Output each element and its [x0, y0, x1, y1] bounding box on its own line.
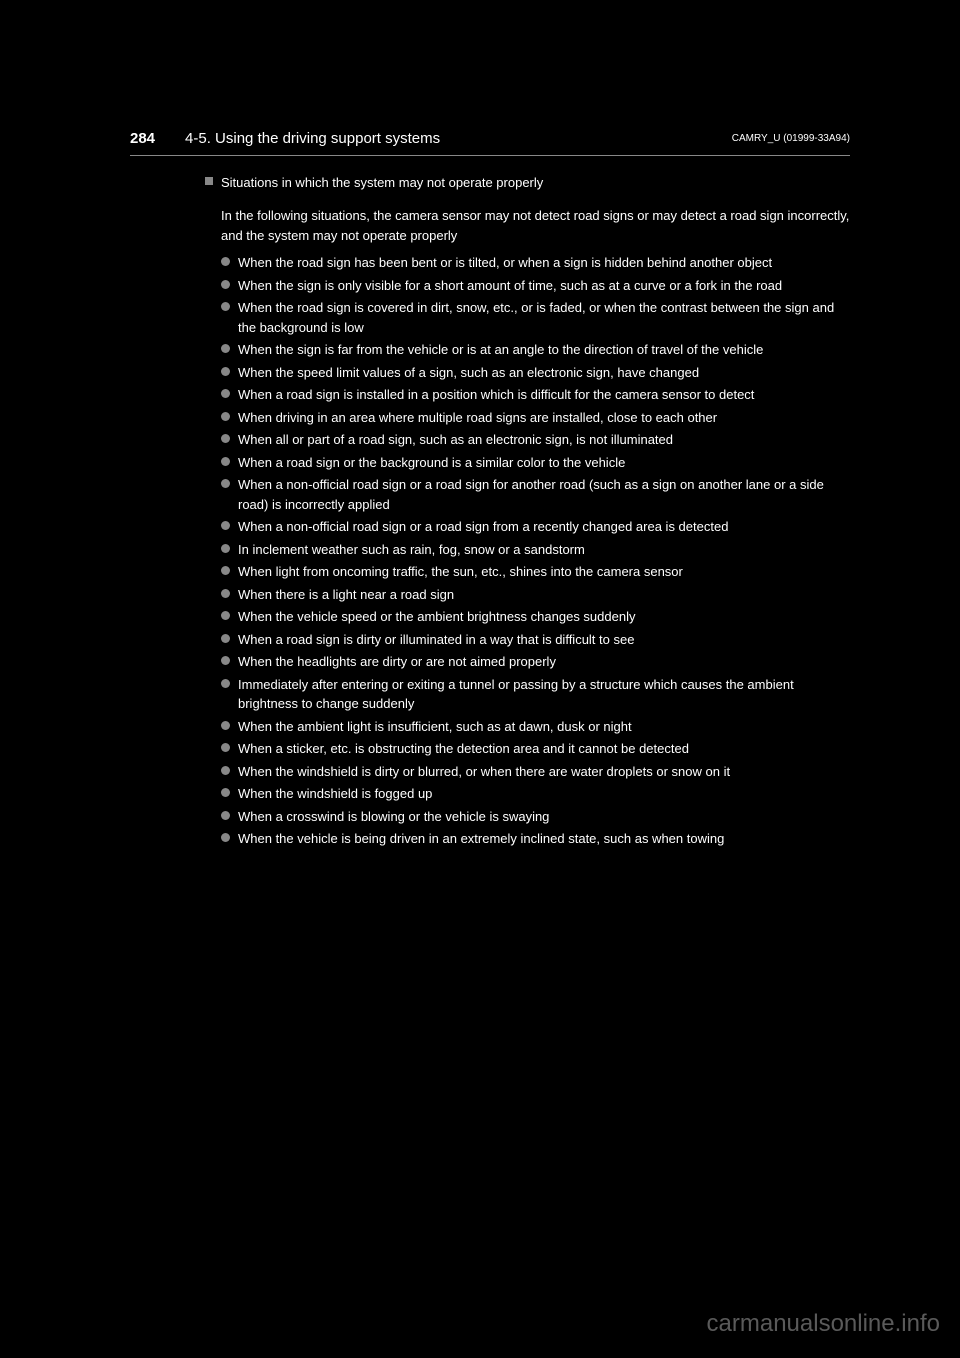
- bullet-item: When a crosswind is blowing or the vehic…: [221, 807, 850, 827]
- bullet-item: In inclement weather such as rain, fog, …: [221, 540, 850, 560]
- bullet-text: In inclement weather such as rain, fog, …: [238, 540, 585, 560]
- header-left: 284 4-5. Using the driving support syste…: [130, 130, 440, 147]
- bullet-text: When the vehicle speed or the ambient br…: [238, 607, 635, 627]
- bullet-marker-icon: [221, 344, 230, 353]
- bullet-marker-icon: [221, 788, 230, 797]
- bullet-text: When a road sign or the background is a …: [238, 453, 625, 473]
- bullet-item: When all or part of a road sign, such as…: [221, 430, 850, 450]
- bullet-marker-icon: [221, 721, 230, 730]
- bullet-marker-icon: [221, 367, 230, 376]
- bullet-item: When the sign is far from the vehicle or…: [221, 340, 850, 360]
- bullet-marker-icon: [221, 679, 230, 688]
- header-divider: [130, 155, 850, 156]
- bullet-item: When a sticker, etc. is obstructing the …: [221, 739, 850, 759]
- bullet-marker-icon: [221, 766, 230, 775]
- bullet-item: When a road sign is dirty or illuminated…: [221, 630, 850, 650]
- bullet-item: When driving in an area where multiple r…: [221, 408, 850, 428]
- bullet-text: When the windshield is fogged up: [238, 784, 432, 804]
- bullet-item: When the headlights are dirty or are not…: [221, 652, 850, 672]
- bullet-item: When the road sign is covered in dirt, s…: [221, 298, 850, 337]
- bullet-item: When the road sign has been bent or is t…: [221, 253, 850, 273]
- bullet-item: When the sign is only visible for a shor…: [221, 276, 850, 296]
- bullet-marker-icon: [221, 656, 230, 665]
- bullet-item: When the vehicle is being driven in an e…: [221, 829, 850, 849]
- section-marker-icon: [205, 177, 213, 185]
- bullet-marker-icon: [221, 811, 230, 820]
- page-content: 284 4-5. Using the driving support syste…: [130, 130, 850, 852]
- model-code: CAMRY_U (01999-33A94): [732, 133, 850, 144]
- bullet-marker-icon: [221, 457, 230, 466]
- bullet-marker-icon: [221, 257, 230, 266]
- bullet-marker-icon: [221, 412, 230, 421]
- bullet-text: When all or part of a road sign, such as…: [238, 430, 673, 450]
- bullet-text: When light from oncoming traffic, the su…: [238, 562, 683, 582]
- bullet-item: When the speed limit values of a sign, s…: [221, 363, 850, 383]
- bullet-text: When a crosswind is blowing or the vehic…: [238, 807, 549, 827]
- section-header: Situations in which the system may not o…: [205, 174, 850, 192]
- bullet-text: When the speed limit values of a sign, s…: [238, 363, 699, 383]
- bullet-item: When there is a light near a road sign: [221, 585, 850, 605]
- bullet-marker-icon: [221, 566, 230, 575]
- bullet-text: When a sticker, etc. is obstructing the …: [238, 739, 689, 759]
- bullet-text: When a non-official road sign or a road …: [238, 475, 850, 514]
- bullet-text: When the ambient light is insufficient, …: [238, 717, 632, 737]
- bullet-item: When a non-official road sign or a road …: [221, 475, 850, 514]
- bullet-item: When light from oncoming traffic, the su…: [221, 562, 850, 582]
- bullet-text: When there is a light near a road sign: [238, 585, 454, 605]
- chapter-title: 4-5. Using the driving support systems: [185, 130, 440, 147]
- section-title: Situations in which the system may not o…: [221, 174, 543, 192]
- section-intro: In the following situations, the camera …: [221, 206, 850, 245]
- bullet-item: When a non-official road sign or a road …: [221, 517, 850, 537]
- bullet-marker-icon: [221, 634, 230, 643]
- bullet-marker-icon: [221, 589, 230, 598]
- bullet-marker-icon: [221, 434, 230, 443]
- bullet-item: When a road sign or the background is a …: [221, 453, 850, 473]
- bullet-text: When the headlights are dirty or are not…: [238, 652, 556, 672]
- bullet-marker-icon: [221, 611, 230, 620]
- bullet-list: When the road sign has been bent or is t…: [221, 253, 850, 849]
- bullet-marker-icon: [221, 389, 230, 398]
- bullet-marker-icon: [221, 544, 230, 553]
- page-number: 284: [130, 130, 155, 147]
- bullet-item: When the ambient light is insufficient, …: [221, 717, 850, 737]
- bullet-text: When a road sign is installed in a posit…: [238, 385, 754, 405]
- bullet-marker-icon: [221, 833, 230, 842]
- bullet-text: When the vehicle is being driven in an e…: [238, 829, 724, 849]
- bullet-marker-icon: [221, 280, 230, 289]
- bullet-marker-icon: [221, 521, 230, 530]
- bullet-text: When a road sign is dirty or illuminated…: [238, 630, 634, 650]
- bullet-text: When the road sign has been bent or is t…: [238, 253, 772, 273]
- bullet-item: Immediately after entering or exiting a …: [221, 675, 850, 714]
- bullet-item: When a road sign is installed in a posit…: [221, 385, 850, 405]
- bullet-item: When the vehicle speed or the ambient br…: [221, 607, 850, 627]
- bullet-marker-icon: [221, 479, 230, 488]
- bullet-text: Immediately after entering or exiting a …: [238, 675, 850, 714]
- watermark: carmanualsonline.info: [707, 1310, 940, 1338]
- bullet-text: When a non-official road sign or a road …: [238, 517, 728, 537]
- bullet-marker-icon: [221, 743, 230, 752]
- bullet-text: When driving in an area where multiple r…: [238, 408, 717, 428]
- bullet-text: When the sign is only visible for a shor…: [238, 276, 782, 296]
- bullet-marker-icon: [221, 302, 230, 311]
- bullet-item: When the windshield is dirty or blurred,…: [221, 762, 850, 782]
- bullet-text: When the sign is far from the vehicle or…: [238, 340, 763, 360]
- page-header: 284 4-5. Using the driving support syste…: [130, 130, 850, 147]
- bullet-text: When the windshield is dirty or blurred,…: [238, 762, 730, 782]
- bullet-text: When the road sign is covered in dirt, s…: [238, 298, 850, 337]
- bullet-item: When the windshield is fogged up: [221, 784, 850, 804]
